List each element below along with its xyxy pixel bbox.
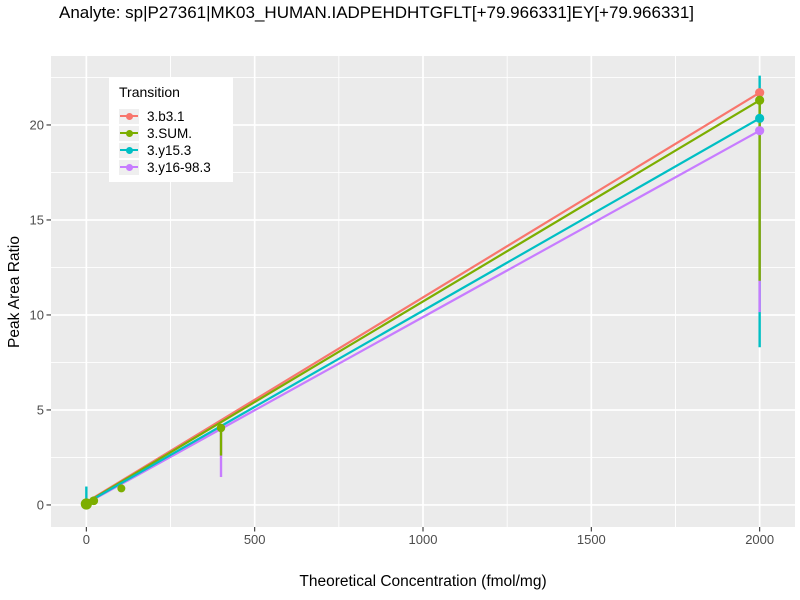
legend-key-dot <box>125 129 133 137</box>
x-tick-label: 2000 <box>745 532 774 547</box>
legend-item-3.SUM.: 3.SUM. <box>119 125 225 141</box>
y-tick-label: 0 <box>37 497 44 512</box>
legend-label: 3.y16-98.3 <box>147 159 211 175</box>
series-line-3.SUM. <box>85 99 761 504</box>
legend-label: 3.SUM. <box>147 125 193 141</box>
x-tick-label: 0 <box>83 532 90 547</box>
series-line-3.y16-98.3 <box>85 129 761 505</box>
y-tick-label: 10 <box>30 307 44 322</box>
legend-key-dot <box>125 146 133 154</box>
legend-key-icon <box>119 142 139 158</box>
series-line-3.y15.3 <box>85 117 761 505</box>
data-point-3.SUM. <box>89 496 99 506</box>
x-tick-label: 500 <box>244 532 266 547</box>
data-point-3.SUM. <box>80 498 92 510</box>
data-point-3.SUM. <box>755 95 765 105</box>
legend-title: Transition <box>119 84 180 100</box>
x-tick-label: 1000 <box>409 532 438 547</box>
legend-items: 3.b3.1 3.SUM. 3.y15.3 3.y16-98.3 <box>119 108 225 175</box>
y-tick-label: 15 <box>30 212 44 227</box>
legend-item-3.y16-98.3: 3.y16-98.3 <box>119 159 225 175</box>
legend-key-icon <box>119 159 139 175</box>
data-point-3.y15.3 <box>755 113 765 123</box>
legend-key-dot <box>125 163 133 171</box>
series-line-3.b3.1 <box>85 91 761 504</box>
legend-key-dot <box>125 112 133 120</box>
data-point-3.b3.1 <box>755 88 765 98</box>
legend-key-icon <box>119 108 139 124</box>
x-tick-label: 1500 <box>577 532 606 547</box>
legend-item-3.y15.3: 3.y15.3 <box>119 142 225 158</box>
data-point-3.SUM. <box>216 423 226 433</box>
data-point-3.y16-98.3 <box>755 126 765 136</box>
y-axis-title: Peak Area Ratio <box>6 236 23 349</box>
legend-key-icon <box>119 125 139 141</box>
y-tick-label: 5 <box>37 402 44 417</box>
legend: Transition 3.b3.1 3.SUM. 3.y15.3 3.y16-98.3 <box>109 77 233 182</box>
legend-label: 3.y15.3 <box>147 142 192 158</box>
legend-label: 3.b3.1 <box>147 108 185 124</box>
data-point-3.SUM. <box>117 484 126 493</box>
plot-title: Analyte: sp|P27361|MK03_HUMAN.IADPEHDHTG… <box>59 3 695 22</box>
y-tick-label: 20 <box>30 117 44 132</box>
x-axis-title: Theoretical Concentration (fmol/mg) <box>299 573 547 590</box>
legend-item-3.b3.1: 3.b3.1 <box>119 108 225 124</box>
